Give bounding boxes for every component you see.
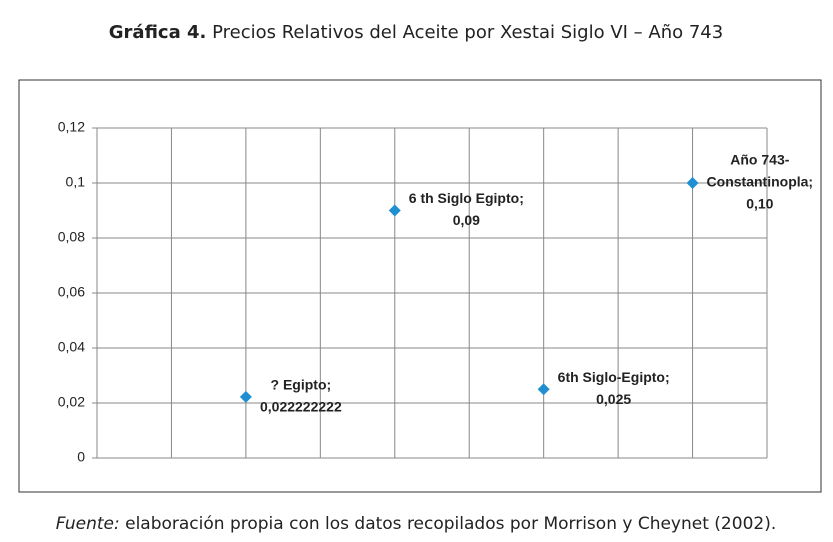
- data-point: [686, 177, 699, 189]
- y-tick-label: 0,04: [58, 339, 85, 355]
- y-tick-label: 0: [77, 449, 85, 465]
- data-label: Año 743-: [730, 152, 789, 168]
- chart-title: Gráfica 4. Precios Relativos del Aceite …: [109, 22, 723, 43]
- y-tick-label: 0,08: [58, 229, 85, 245]
- y-tick-label: 0,12: [58, 119, 85, 135]
- data-label: 6th Siglo-Egipto;: [558, 369, 670, 385]
- source-note: Fuente: elaboración propia con los datos…: [56, 514, 776, 534]
- data-label: 0,025: [596, 391, 631, 407]
- data-label: 0,09: [453, 212, 480, 228]
- data-label: 0,10: [746, 196, 773, 212]
- source-label: Fuente:: [56, 514, 120, 534]
- y-tick-label: 0,06: [58, 284, 85, 300]
- source-text: elaboración propia con los datos recopil…: [125, 514, 776, 534]
- title-prefix: Gráfica 4.: [109, 22, 207, 43]
- y-tick-label: 0,1: [66, 174, 86, 190]
- data-label: 6 th Siglo Egipto;: [409, 190, 524, 206]
- y-tick-label: 0,02: [58, 394, 85, 410]
- data-label: ? Egipto;: [271, 377, 332, 393]
- data-point: [537, 383, 550, 396]
- chart-frame: [18, 79, 822, 493]
- data-label: 0,022222222: [260, 399, 342, 415]
- title-text: Precios Relativos del Aceite por Xestai …: [212, 22, 723, 43]
- data-point: [388, 204, 401, 217]
- data-label: Constantinopla;: [707, 174, 814, 190]
- data-point: [239, 390, 252, 403]
